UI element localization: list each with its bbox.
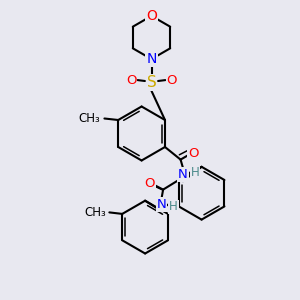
Text: N: N — [178, 168, 188, 181]
Text: N: N — [146, 52, 157, 66]
Text: O: O — [188, 147, 198, 160]
Text: N: N — [157, 198, 166, 211]
Text: O: O — [144, 177, 155, 190]
Text: S: S — [147, 75, 156, 90]
Text: O: O — [167, 74, 177, 87]
Text: O: O — [146, 9, 157, 23]
Text: CH₃: CH₃ — [84, 206, 106, 219]
Text: H: H — [169, 200, 178, 214]
Text: H: H — [190, 166, 200, 179]
Text: O: O — [126, 74, 136, 87]
Text: CH₃: CH₃ — [79, 112, 100, 125]
